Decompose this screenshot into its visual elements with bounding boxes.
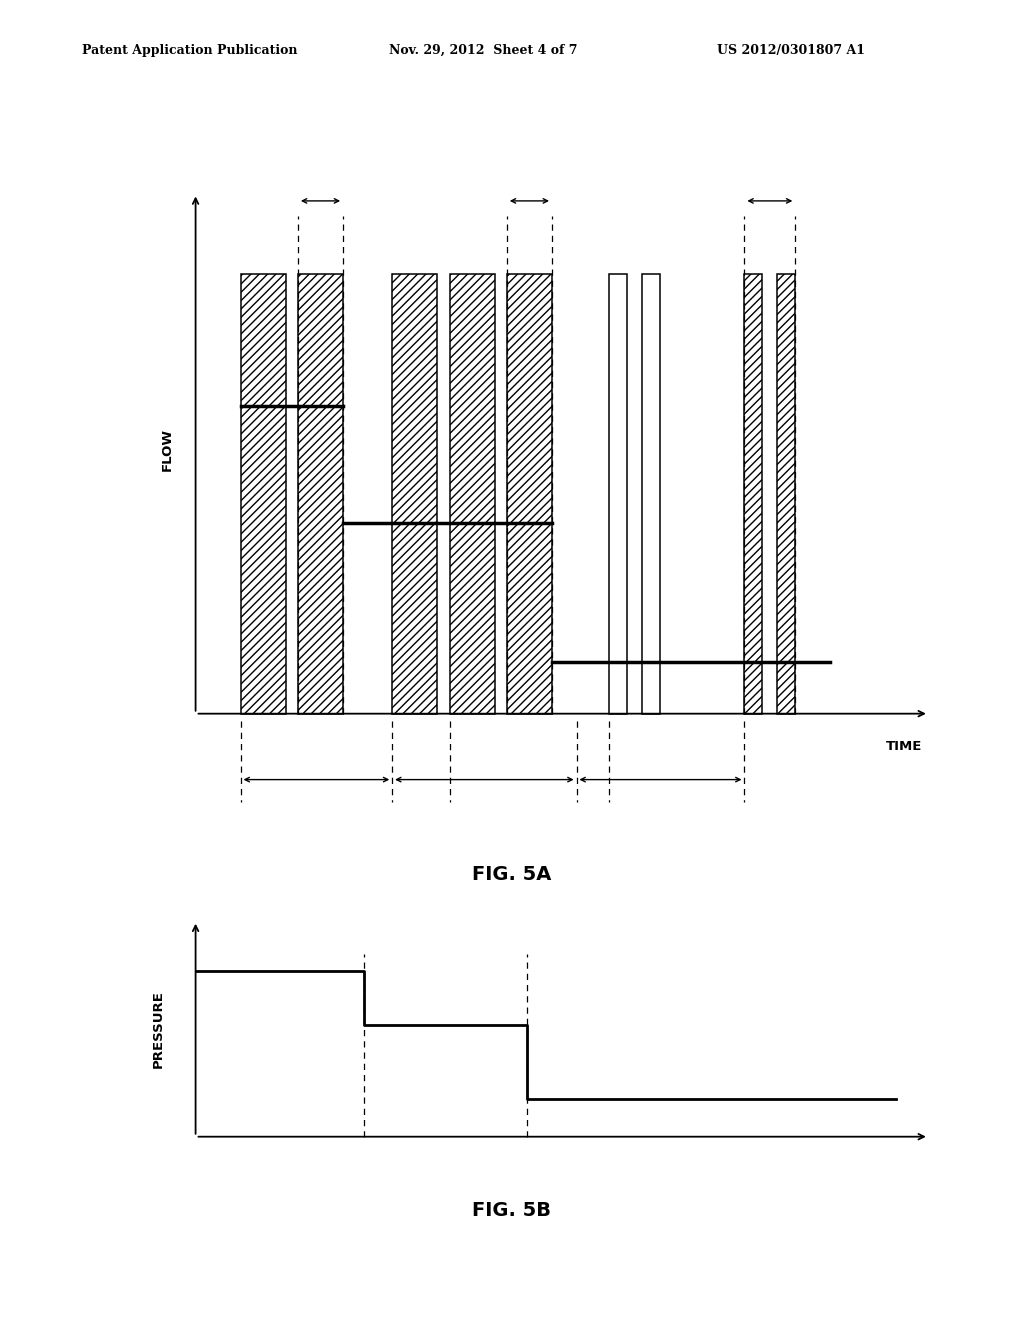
Bar: [609, 275, 628, 714]
Text: US 2012/0301807 A1: US 2012/0301807 A1: [717, 44, 865, 57]
Text: TIME: TIME: [886, 741, 923, 752]
Bar: [392, 275, 437, 714]
Bar: [450, 275, 495, 714]
Bar: [777, 275, 796, 714]
Text: Nov. 29, 2012  Sheet 4 of 7: Nov. 29, 2012 Sheet 4 of 7: [389, 44, 578, 57]
Bar: [241, 275, 286, 714]
Text: FIG. 5B: FIG. 5B: [472, 1201, 552, 1220]
Bar: [744, 275, 763, 714]
Bar: [507, 275, 552, 714]
Text: FIG. 5A: FIG. 5A: [472, 865, 552, 883]
Bar: [642, 275, 660, 714]
Text: Patent Application Publication: Patent Application Publication: [82, 44, 297, 57]
Text: FLOW: FLOW: [161, 429, 173, 471]
Bar: [298, 275, 343, 714]
Text: PRESSURE: PRESSURE: [153, 990, 165, 1068]
